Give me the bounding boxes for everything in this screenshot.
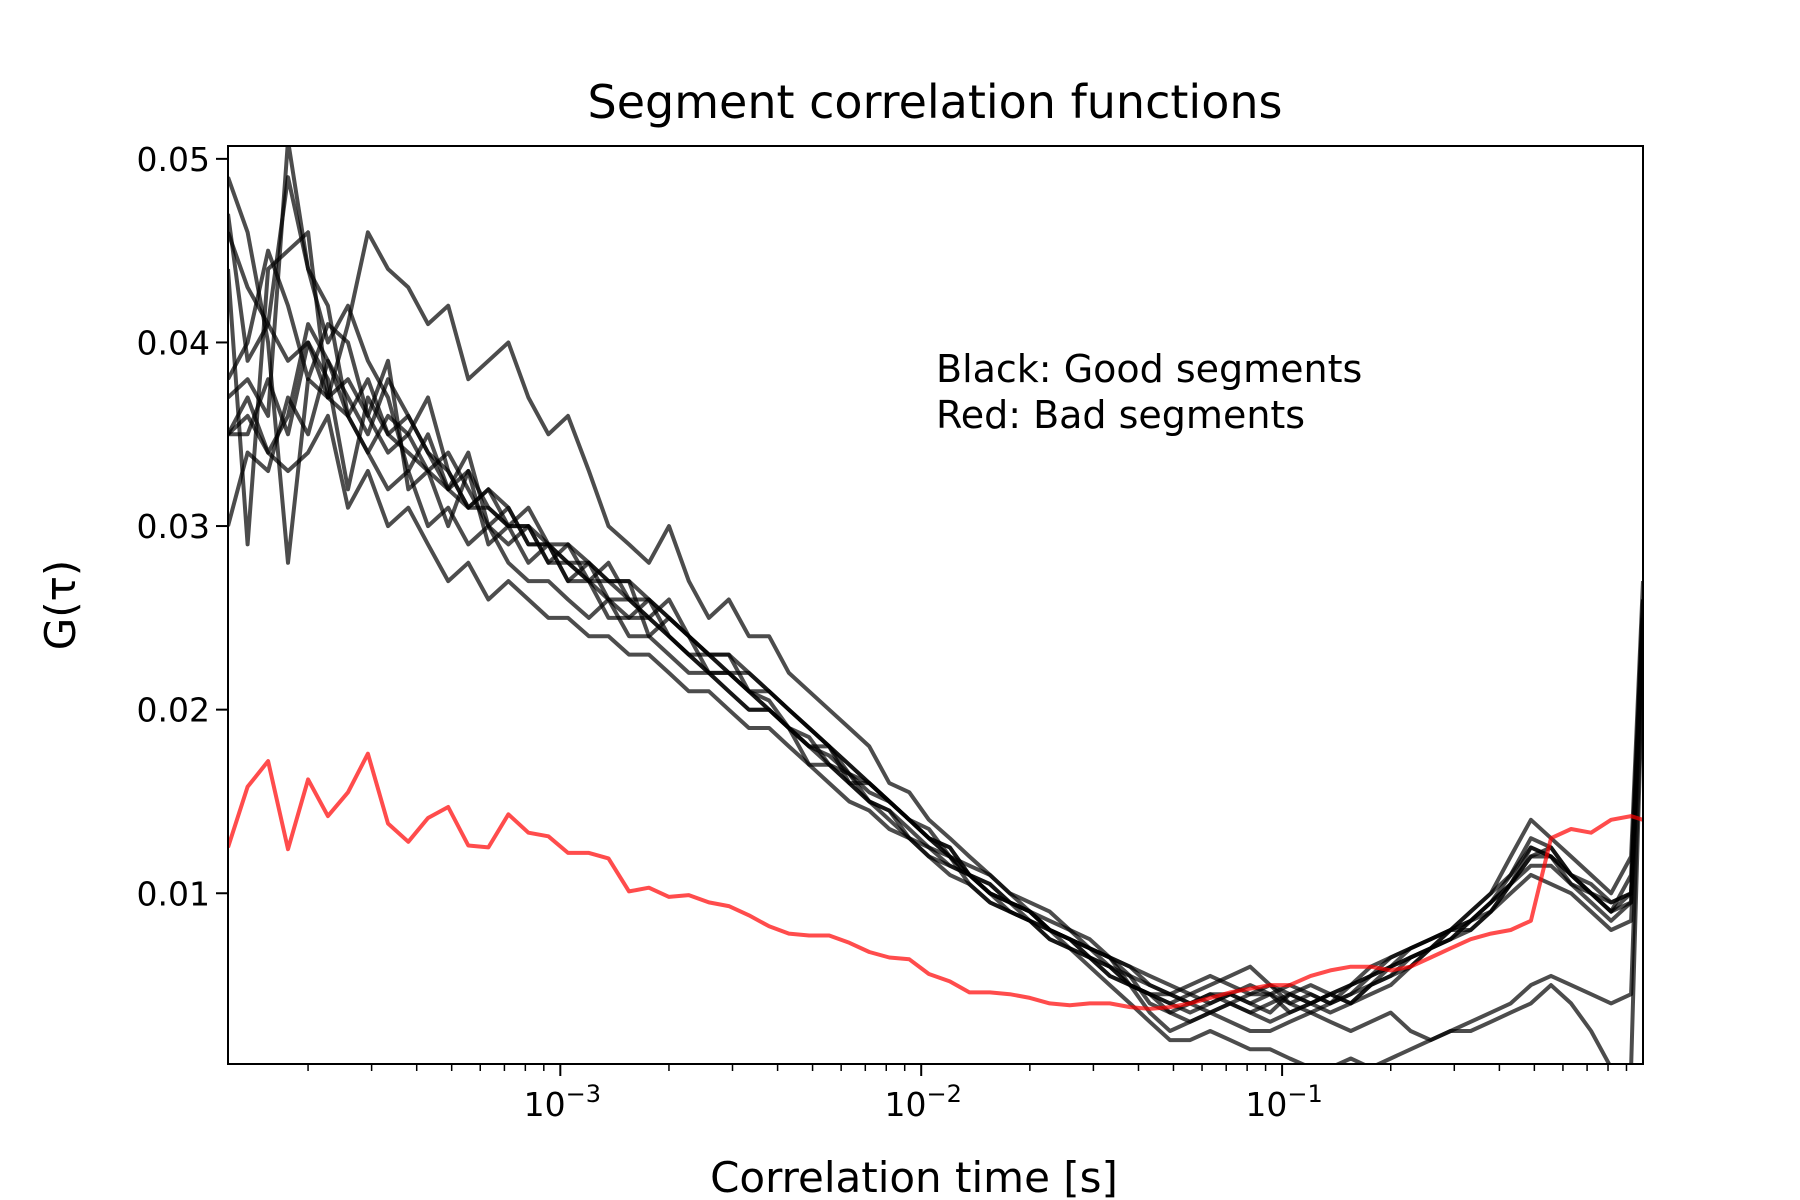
good-segment-line-7 [228, 175, 1643, 1015]
x-tick-label-2: 10−1 [1245, 1080, 1322, 1124]
x-axis-label: Correlation time [s] [710, 1153, 1118, 1200]
x-axis-ticks: 10−3 10−2 10−1 [524, 1064, 1323, 1124]
y-tick-label-0: 0.01 [137, 874, 210, 913]
plot-frame [227, 145, 1644, 1065]
y-axis-ticks: 0.01 0.02 0.03 0.04 0.05 [137, 140, 228, 913]
y-tick-label-3: 0.04 [137, 323, 210, 362]
series-layer [228, 146, 1643, 1064]
bad-segment-line-10 [228, 751, 1643, 1011]
x-tick-label-1: 10−2 [885, 1080, 962, 1124]
good-segment-line-9 [228, 413, 1643, 1064]
y-tick-label-1: 0.02 [137, 691, 210, 730]
chart-title: Segment correlation functions [588, 75, 1283, 129]
x-tick-label-0: 10−3 [524, 1080, 601, 1124]
y-tick-label-4: 0.05 [137, 140, 210, 179]
legend-note-bad: Red: Bad segments [936, 393, 1305, 437]
good-segment-line-5 [228, 176, 1643, 1006]
y-tick-label-2: 0.03 [137, 507, 210, 546]
legend-note-good: Black: Good segments [936, 347, 1362, 391]
x-minor-ticks [307, 1064, 1628, 1071]
good-segment-line-6 [228, 146, 1643, 1006]
good-segment-line-8 [228, 340, 1643, 1043]
y-axis-label: G(τ) [36, 560, 85, 651]
